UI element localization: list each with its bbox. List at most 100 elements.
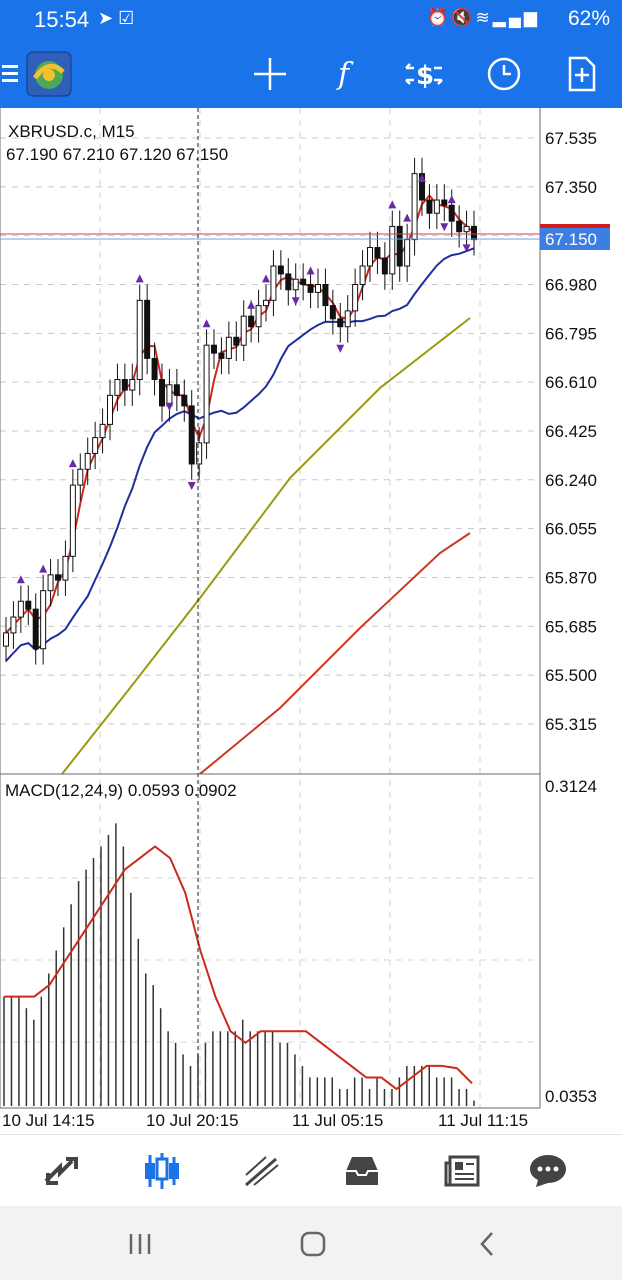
candle-body bbox=[322, 283, 329, 307]
candle-body bbox=[10, 616, 17, 634]
candle-body bbox=[433, 199, 440, 214]
candle-body bbox=[114, 379, 121, 396]
candle-body bbox=[307, 283, 314, 293]
recent-apps-icon[interactable] bbox=[120, 1226, 160, 1262]
candle-body bbox=[277, 265, 284, 275]
candle-body bbox=[367, 247, 373, 267]
trade-tab-icon[interactable] bbox=[240, 1149, 284, 1193]
check-box-icon: ☑ bbox=[118, 8, 135, 28]
price-chart[interactable]: 67.53567.35067.16566.98066.79566.61066.4… bbox=[0, 108, 622, 1134]
candle-body bbox=[255, 305, 262, 328]
candle-body bbox=[55, 574, 61, 581]
clock-icon[interactable] bbox=[482, 52, 526, 96]
candle-body bbox=[92, 437, 99, 454]
price-tick-label: 65.315 bbox=[545, 715, 597, 734]
system-navigation bbox=[0, 1206, 622, 1280]
telegram-icon: ➤ bbox=[98, 8, 114, 28]
candle-body bbox=[225, 336, 232, 359]
candle-body bbox=[396, 225, 403, 267]
symbol-title: XBRUSD.c, M15 bbox=[8, 122, 135, 141]
svg-text:$: $ bbox=[416, 61, 434, 91]
new-order-icon[interactable] bbox=[560, 52, 604, 96]
candle-body bbox=[159, 379, 165, 407]
menu-icon[interactable] bbox=[0, 52, 20, 96]
candle-body bbox=[84, 452, 91, 470]
macd-tick-label: 0.0353 bbox=[545, 1087, 597, 1106]
candle-body bbox=[166, 384, 173, 407]
fractal-up-marker bbox=[447, 195, 456, 204]
candle-body bbox=[77, 468, 84, 486]
chart-tab-icon[interactable] bbox=[140, 1149, 184, 1193]
price-tick-label: 65.685 bbox=[545, 617, 597, 636]
symbols-icon[interactable]: $ bbox=[402, 52, 446, 96]
crosshair-icon[interactable] bbox=[248, 52, 292, 96]
candle-body bbox=[40, 590, 47, 650]
candle-body bbox=[352, 283, 359, 312]
status-bar: 15:54 ➤ ☑ ⏰🔇≋▂▄▆ 62% bbox=[0, 0, 622, 40]
ma-fast-line bbox=[5, 194, 475, 634]
candle-body bbox=[47, 574, 54, 592]
candle-body bbox=[218, 352, 225, 359]
candle-body bbox=[188, 405, 195, 465]
price-tick-label: 67.535 bbox=[545, 129, 597, 148]
fractal-down-marker bbox=[187, 481, 196, 490]
fractal-up-marker bbox=[135, 274, 144, 283]
fractal-down-marker bbox=[291, 297, 300, 306]
candle-body bbox=[404, 239, 411, 267]
fractal-up-marker bbox=[306, 266, 315, 275]
candle-body bbox=[203, 344, 210, 444]
fractal-down-marker bbox=[336, 344, 345, 353]
history-tab-icon[interactable] bbox=[340, 1149, 384, 1193]
fractal-up-marker bbox=[388, 200, 397, 209]
chart-area[interactable]: 67.53567.35067.16566.98066.79566.61066.4… bbox=[0, 108, 622, 1134]
price-tick-label: 66.240 bbox=[545, 471, 597, 490]
candle-body bbox=[32, 608, 39, 650]
candle-body bbox=[144, 299, 151, 359]
macd-signal-line bbox=[4, 845, 473, 1091]
news-tab-icon[interactable] bbox=[440, 1149, 484, 1193]
candle-body bbox=[344, 310, 351, 328]
candle-body bbox=[99, 423, 106, 439]
candle-body bbox=[151, 357, 158, 381]
chat-tab-icon[interactable] bbox=[526, 1149, 570, 1193]
candle-body bbox=[107, 394, 113, 425]
price-tick-label: 66.610 bbox=[545, 373, 597, 392]
ma-mid-line bbox=[5, 247, 475, 662]
home-icon[interactable] bbox=[293, 1226, 333, 1262]
ohlc-readout: 67.190 67.210 67.120 67.150 bbox=[6, 145, 228, 164]
function-icon[interactable]: f bbox=[326, 52, 370, 96]
fractal-up-marker bbox=[262, 274, 270, 283]
candle-body bbox=[240, 315, 247, 346]
candle-body bbox=[441, 199, 448, 206]
price-tick-label: 67.350 bbox=[545, 178, 597, 197]
app-logo-icon[interactable] bbox=[24, 50, 74, 98]
status-time: 15:54 bbox=[34, 7, 90, 32]
quotes-tab-icon[interactable] bbox=[40, 1149, 84, 1193]
time-axis-label: 10 Jul 20:15 bbox=[146, 1111, 239, 1130]
fractal-up-marker bbox=[202, 319, 211, 328]
fractal-up-marker bbox=[16, 575, 25, 584]
fractal-down-marker bbox=[165, 402, 174, 411]
back-icon[interactable] bbox=[468, 1226, 508, 1262]
candle-body bbox=[270, 265, 277, 301]
candle-body bbox=[25, 600, 32, 610]
toolbar: f $ bbox=[0, 40, 622, 108]
candle-body bbox=[211, 344, 217, 354]
candle-body bbox=[419, 173, 425, 201]
candle-body bbox=[181, 394, 188, 407]
candle-body bbox=[69, 484, 76, 557]
candle-body bbox=[411, 173, 418, 241]
fractal-down-marker bbox=[440, 223, 449, 232]
signal-icon: ▂▄▆ bbox=[492, 8, 540, 27]
time-axis-label: 11 Jul 11:15 bbox=[438, 1111, 528, 1130]
alarm-icon: ⏰ bbox=[427, 8, 452, 27]
candle-body bbox=[374, 247, 381, 259]
candle-body bbox=[3, 632, 9, 647]
fractal-up-marker bbox=[68, 459, 77, 468]
candle-body bbox=[337, 318, 344, 328]
current-price-box bbox=[540, 228, 610, 250]
macd-label: MACD(12,24,9) 0.0593 0.0902 bbox=[5, 781, 237, 800]
fractal-up-marker bbox=[39, 564, 48, 573]
price-tick-label: 65.500 bbox=[545, 666, 597, 685]
fractal-down-marker bbox=[462, 244, 471, 253]
